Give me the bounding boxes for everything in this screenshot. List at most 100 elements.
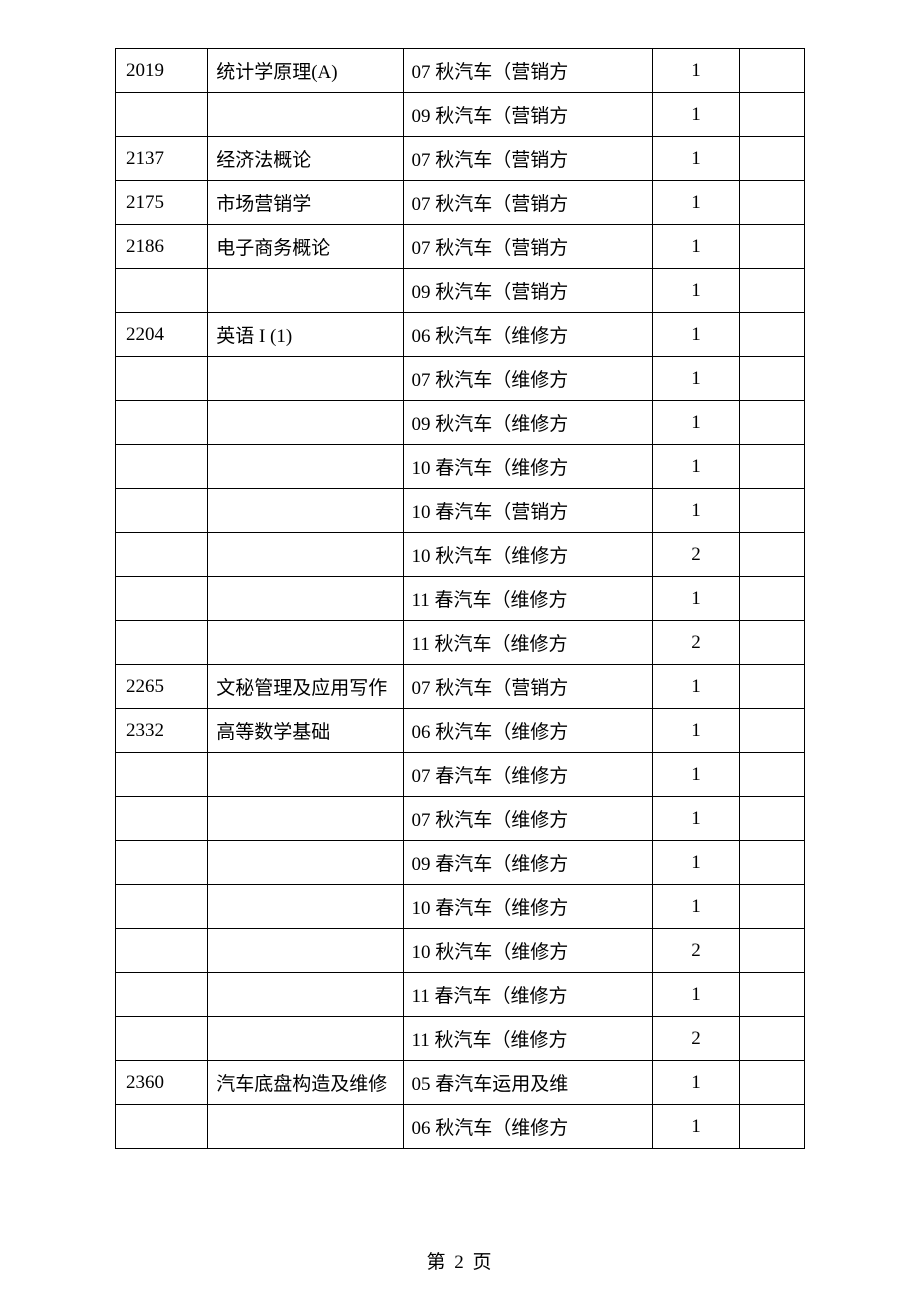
table-row: 10 秋汽车（维修方2 <box>116 533 805 577</box>
cell-code <box>116 489 208 533</box>
cell-empty <box>739 929 804 973</box>
cell-name <box>208 929 403 973</box>
cell-code <box>116 753 208 797</box>
cell-class: 10 秋汽车（维修方 <box>403 533 653 577</box>
cell-class: 05 春汽车运用及维 <box>403 1061 653 1105</box>
cell-empty <box>739 1017 804 1061</box>
cell-code: 2360 <box>116 1061 208 1105</box>
cell-empty <box>739 93 804 137</box>
cell-class: 07 秋汽车（营销方 <box>403 181 653 225</box>
cell-count: 2 <box>653 929 740 973</box>
cell-empty <box>739 621 804 665</box>
data-table: 2019统计学原理(A)07 秋汽车（营销方109 秋汽车（营销方12137经济… <box>115 48 805 1149</box>
table-row: 10 春汽车（营销方1 <box>116 489 805 533</box>
cell-code <box>116 1017 208 1061</box>
cell-name <box>208 269 403 313</box>
cell-empty <box>739 665 804 709</box>
cell-empty <box>739 797 804 841</box>
cell-code: 2175 <box>116 181 208 225</box>
cell-class: 07 秋汽车（营销方 <box>403 49 653 93</box>
table-row: 06 秋汽车（维修方1 <box>116 1105 805 1149</box>
cell-name: 市场营销学 <box>208 181 403 225</box>
cell-class: 07 秋汽车（营销方 <box>403 137 653 181</box>
cell-class: 07 秋汽车（维修方 <box>403 797 653 841</box>
cell-name: 经济法概论 <box>208 137 403 181</box>
cell-name <box>208 621 403 665</box>
cell-empty <box>739 1061 804 1105</box>
cell-name <box>208 1105 403 1149</box>
cell-class: 07 秋汽车（营销方 <box>403 665 653 709</box>
table-row: 09 秋汽车（营销方1 <box>116 93 805 137</box>
cell-class: 10 春汽车（营销方 <box>403 489 653 533</box>
cell-code: 2265 <box>116 665 208 709</box>
table-row: 07 春汽车（维修方1 <box>116 753 805 797</box>
cell-code <box>116 401 208 445</box>
cell-empty <box>739 225 804 269</box>
table-row: 09 春汽车（维修方1 <box>116 841 805 885</box>
table-row: 09 秋汽车（营销方1 <box>116 269 805 313</box>
data-table-container: 2019统计学原理(A)07 秋汽车（营销方109 秋汽车（营销方12137经济… <box>115 48 805 1149</box>
table-row: 2137经济法概论07 秋汽车（营销方1 <box>116 137 805 181</box>
cell-empty <box>739 533 804 577</box>
cell-count: 1 <box>653 753 740 797</box>
table-row: 2332高等数学基础06 秋汽车（维修方1 <box>116 709 805 753</box>
cell-empty <box>739 137 804 181</box>
cell-class: 11 春汽车（维修方 <box>403 973 653 1017</box>
cell-code <box>116 445 208 489</box>
cell-empty <box>739 577 804 621</box>
cell-empty <box>739 269 804 313</box>
cell-empty <box>739 841 804 885</box>
cell-class: 06 秋汽车（维修方 <box>403 313 653 357</box>
cell-code <box>116 973 208 1017</box>
cell-name: 文秘管理及应用写作 <box>208 665 403 709</box>
cell-code: 2019 <box>116 49 208 93</box>
cell-count: 1 <box>653 973 740 1017</box>
cell-count: 1 <box>653 665 740 709</box>
table-row: 10 春汽车（维修方1 <box>116 445 805 489</box>
cell-name <box>208 885 403 929</box>
cell-count: 1 <box>653 489 740 533</box>
cell-name <box>208 357 403 401</box>
cell-class: 06 秋汽车（维修方 <box>403 1105 653 1149</box>
cell-empty <box>739 401 804 445</box>
cell-count: 1 <box>653 841 740 885</box>
cell-count: 2 <box>653 621 740 665</box>
cell-code <box>116 621 208 665</box>
cell-name: 统计学原理(A) <box>208 49 403 93</box>
cell-class: 11 春汽车（维修方 <box>403 577 653 621</box>
cell-count: 1 <box>653 709 740 753</box>
cell-empty <box>739 885 804 929</box>
cell-code: 2204 <box>116 313 208 357</box>
cell-empty <box>739 181 804 225</box>
cell-code <box>116 577 208 621</box>
cell-code <box>116 1105 208 1149</box>
table-row: 10 春汽车（维修方1 <box>116 885 805 929</box>
cell-empty <box>739 357 804 401</box>
cell-name <box>208 797 403 841</box>
cell-class: 09 秋汽车（营销方 <box>403 93 653 137</box>
cell-empty <box>739 753 804 797</box>
cell-empty <box>739 445 804 489</box>
cell-count: 1 <box>653 445 740 489</box>
cell-code <box>116 269 208 313</box>
cell-empty <box>739 489 804 533</box>
cell-name <box>208 445 403 489</box>
cell-class: 10 春汽车（维修方 <box>403 885 653 929</box>
cell-code: 2332 <box>116 709 208 753</box>
table-row: 2186电子商务概论07 秋汽车（营销方1 <box>116 225 805 269</box>
cell-code <box>116 797 208 841</box>
table-row: 2265文秘管理及应用写作07 秋汽车（营销方1 <box>116 665 805 709</box>
cell-count: 1 <box>653 269 740 313</box>
cell-code <box>116 533 208 577</box>
cell-class: 07 秋汽车（维修方 <box>403 357 653 401</box>
cell-class: 11 秋汽车（维修方 <box>403 1017 653 1061</box>
cell-count: 1 <box>653 93 740 137</box>
cell-code <box>116 885 208 929</box>
cell-name: 高等数学基础 <box>208 709 403 753</box>
cell-count: 1 <box>653 357 740 401</box>
cell-empty <box>739 1105 804 1149</box>
cell-count: 1 <box>653 225 740 269</box>
cell-class: 09 秋汽车（营销方 <box>403 269 653 313</box>
table-row: 2360汽车底盘构造及维修05 春汽车运用及维1 <box>116 1061 805 1105</box>
table-body: 2019统计学原理(A)07 秋汽车（营销方109 秋汽车（营销方12137经济… <box>116 49 805 1149</box>
